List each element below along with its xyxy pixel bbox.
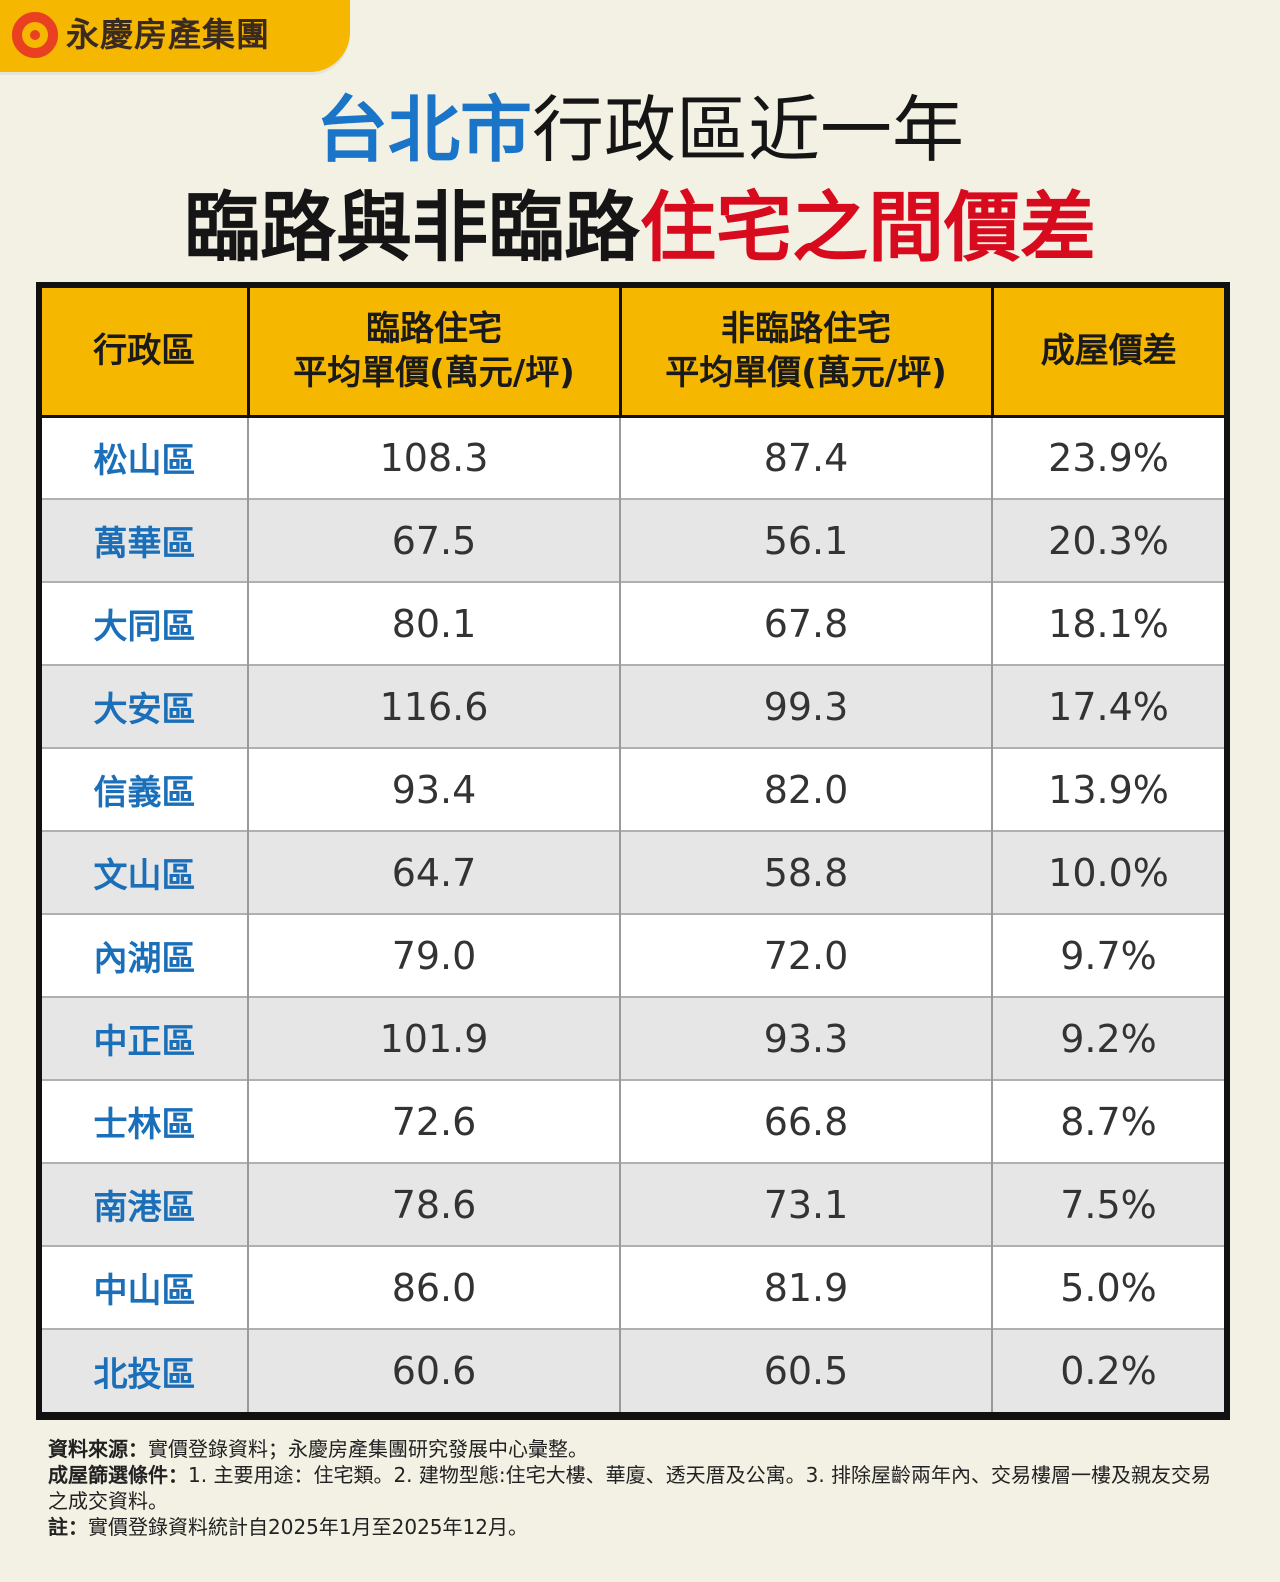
road-price-cell: 86.0 (247, 1245, 620, 1329)
table-row: 北投區 60.6 60.5 0.2% (42, 1328, 1224, 1412)
road-price-cell: 72.6 (247, 1079, 620, 1163)
nonroad-price-cell: 67.8 (619, 581, 992, 665)
district-cell: 文山區 (42, 830, 248, 914)
nonroad-price-cell: 56.1 (619, 498, 992, 582)
road-price-cell: 80.1 (247, 581, 620, 665)
road-price-cell: 108.3 (247, 415, 620, 499)
district-cell: 士林區 (42, 1079, 248, 1163)
price-diff-cell: 10.0% (991, 830, 1224, 914)
table-row: 大安區 116.6 99.3 17.4% (42, 664, 1224, 748)
brand-logo-icon (12, 12, 58, 58)
road-price-cell: 60.6 (247, 1328, 620, 1412)
nonroad-price-cell: 82.0 (619, 747, 992, 831)
district-cell: 北投區 (42, 1328, 248, 1412)
criteria-label: 成屋篩選條件： (48, 1463, 188, 1487)
source-label: 資料來源： (48, 1437, 148, 1461)
header-district: 行政區 (42, 288, 248, 418)
brand-tab: 永慶房產集團 (0, 0, 350, 72)
source-text: 實價登錄資料；永慶房產集團研究發展中心彙整。 (148, 1437, 588, 1461)
road-price-cell: 93.4 (247, 747, 620, 831)
price-diff-cell: 17.4% (991, 664, 1224, 748)
title-highlight-blue: 台北市 (315, 88, 532, 172)
header-road-price: 臨路住宅 平均單價(萬元/坪) (246, 288, 620, 418)
source-note: 資料來源：實價登錄資料；永慶房產集團研究發展中心彙整。 (48, 1436, 1228, 1462)
criteria-note: 成屋篩選條件：1. 主要用途：住宅類。2. 建物型態:住宅大樓、華廈、透天厝及公… (48, 1462, 1228, 1514)
price-table-frame: 行政區 臨路住宅 平均單價(萬元/坪) 非臨路住宅 平均單價(萬元/坪) 成屋價… (36, 282, 1230, 1420)
district-cell: 南港區 (42, 1162, 248, 1246)
criteria-text: 1. 主要用途：住宅類。2. 建物型態:住宅大樓、華廈、透天厝及公寓。3. 排除… (48, 1463, 1212, 1513)
table-header-row: 行政區 臨路住宅 平均單價(萬元/坪) 非臨路住宅 平均單價(萬元/坪) 成屋價… (42, 288, 1224, 418)
nonroad-price-cell: 73.1 (619, 1162, 992, 1246)
page-title-line2: 臨路與非臨路住宅之間價差 (0, 184, 1280, 272)
price-diff-cell: 18.1% (991, 581, 1224, 665)
price-diff-cell: 20.3% (991, 498, 1224, 582)
road-price-cell: 64.7 (247, 830, 620, 914)
road-price-cell: 79.0 (247, 913, 620, 997)
header-nonroad-price: 非臨路住宅 平均單價(萬元/坪) (618, 288, 992, 418)
price-table: 行政區 臨路住宅 平均單價(萬元/坪) 非臨路住宅 平均單價(萬元/坪) 成屋價… (42, 288, 1224, 1412)
table-row: 中正區 101.9 93.3 9.2% (42, 996, 1224, 1080)
nonroad-price-cell: 66.8 (619, 1079, 992, 1163)
table-row: 松山區 108.3 87.4 23.9% (42, 415, 1224, 499)
nonroad-price-cell: 72.0 (619, 913, 992, 997)
nonroad-price-cell: 99.3 (619, 664, 992, 748)
header-nonroad-line2: 平均單價(萬元/坪) (665, 353, 947, 394)
price-diff-cell: 8.7% (991, 1079, 1224, 1163)
title-text: 臨路與非臨路 (184, 183, 640, 272)
table-row: 南港區 78.6 73.1 7.5% (42, 1162, 1224, 1246)
header-nonroad-line1: 非臨路住宅 (721, 309, 891, 350)
nonroad-price-cell: 81.9 (619, 1245, 992, 1329)
table-row: 內湖區 79.0 72.0 9.7% (42, 913, 1224, 997)
price-diff-cell: 5.0% (991, 1245, 1224, 1329)
road-price-cell: 78.6 (247, 1162, 620, 1246)
note-label: 註： (48, 1515, 88, 1539)
road-price-cell: 101.9 (247, 996, 620, 1080)
title-highlight-red: 住宅之間價差 (640, 183, 1096, 272)
table-row: 士林區 72.6 66.8 8.7% (42, 1079, 1224, 1163)
note-text: 實價登錄資料統計自2025年1月至2025年12月。 (88, 1515, 528, 1539)
table-row: 萬華區 67.5 56.1 20.3% (42, 498, 1224, 582)
district-cell: 中正區 (42, 996, 248, 1080)
price-diff-cell: 0.2% (991, 1328, 1224, 1412)
district-cell: 松山區 (42, 415, 248, 499)
page-title-line1: 台北市行政區近一年 (0, 88, 1280, 172)
table-row: 文山區 64.7 58.8 10.0% (42, 830, 1224, 914)
price-diff-cell: 7.5% (991, 1162, 1224, 1246)
district-cell: 大安區 (42, 664, 248, 748)
price-diff-cell: 9.7% (991, 913, 1224, 997)
district-cell: 內湖區 (42, 913, 248, 997)
table-row: 中山區 86.0 81.9 5.0% (42, 1245, 1224, 1329)
header-road-line2: 平均單價(萬元/坪) (293, 353, 575, 394)
period-note: 註：實價登錄資料統計自2025年1月至2025年12月。 (48, 1514, 1228, 1540)
table-row: 大同區 80.1 67.8 18.1% (42, 581, 1224, 665)
header-diff: 成屋價差 (990, 288, 1224, 418)
district-cell: 中山區 (42, 1245, 248, 1329)
price-diff-cell: 9.2% (991, 996, 1224, 1080)
title-text: 行政區近一年 (532, 88, 965, 172)
price-diff-cell: 23.9% (991, 415, 1224, 499)
district-cell: 萬華區 (42, 498, 248, 582)
nonroad-price-cell: 93.3 (619, 996, 992, 1080)
nonroad-price-cell: 60.5 (619, 1328, 992, 1412)
footnotes: 資料來源：實價登錄資料；永慶房產集團研究發展中心彙整。 成屋篩選條件：1. 主要… (48, 1436, 1228, 1540)
table-row: 信義區 93.4 82.0 13.9% (42, 747, 1224, 831)
header-road-line1: 臨路住宅 (366, 309, 502, 350)
nonroad-price-cell: 58.8 (619, 830, 992, 914)
district-cell: 大同區 (42, 581, 248, 665)
price-diff-cell: 13.9% (991, 747, 1224, 831)
brand-name: 永慶房產集團 (66, 15, 270, 54)
road-price-cell: 116.6 (247, 664, 620, 748)
nonroad-price-cell: 87.4 (619, 415, 992, 499)
district-cell: 信義區 (42, 747, 248, 831)
road-price-cell: 67.5 (247, 498, 620, 582)
